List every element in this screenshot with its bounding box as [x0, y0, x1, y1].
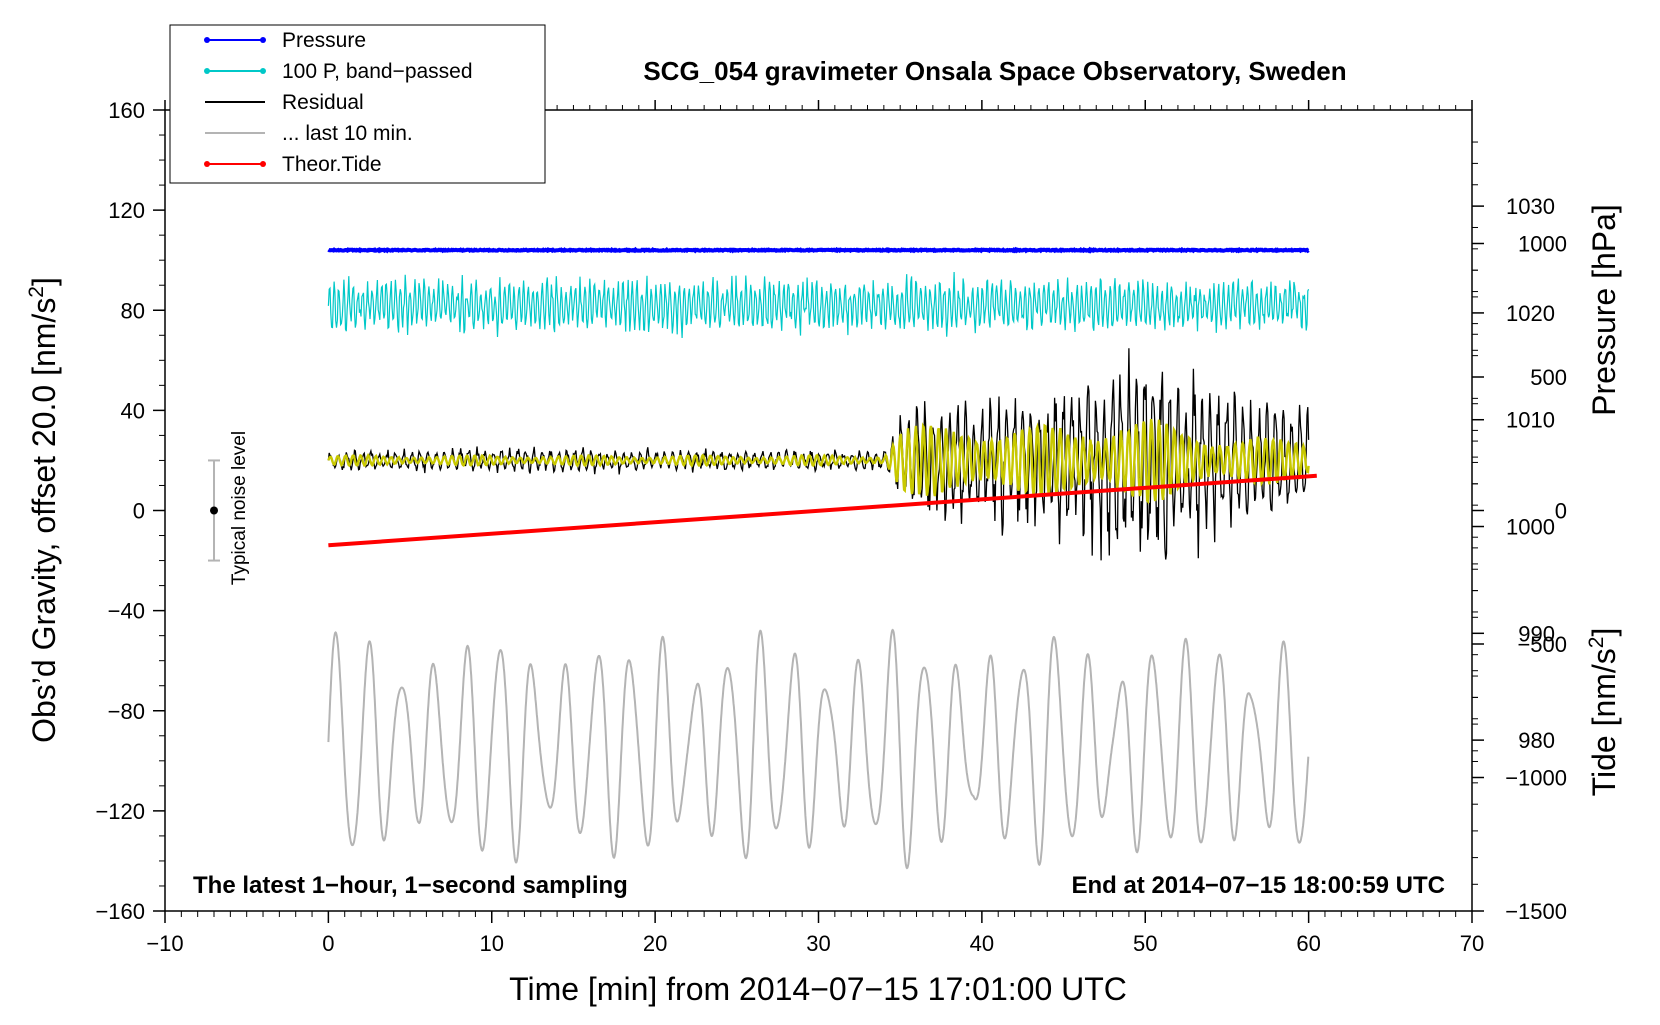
noise-bar [208, 459, 221, 562]
x-tick-label: 30 [806, 931, 830, 956]
axes-layer: −10 0 10 20 30 40 50 60 70−160−120−80−4004080120… [95, 98, 1567, 956]
series-last-10-min [327, 628, 1310, 870]
tide-tick-label: 0 [1555, 499, 1567, 524]
chart-title: SCG_054 gravimeter Onsala Space Observat… [643, 56, 1346, 86]
tide-tick-label: 1000 [1518, 232, 1567, 257]
y-tick-label: 40 [121, 398, 145, 423]
pressure-tick-label: 980 [1518, 728, 1555, 753]
y-tick-label: 120 [108, 198, 145, 223]
legend-marker [260, 68, 266, 74]
pressure-tick-label: 1010 [1506, 408, 1555, 433]
y-axis-title-tide-sup: 2 [1585, 637, 1608, 649]
pressure-tick-label: 1000 [1506, 515, 1555, 540]
series-pressure-bandpassed [327, 271, 1310, 339]
noise-bar-label: Typical noise level [229, 431, 250, 585]
tide-tick-label: −1500 [1505, 899, 1567, 924]
x-tick-label: 40 [970, 931, 994, 956]
series-pressure [327, 246, 1310, 254]
legend-label: Pressure [282, 29, 366, 52]
legend-marker [204, 37, 210, 43]
tide-tick-label: 500 [1530, 365, 1567, 390]
y-axis-title-left: Obs’d Gravity, offset 20.0 [nm/s2] [25, 277, 62, 743]
y-tick-label: 160 [108, 98, 145, 123]
legend-label: 100 P, band−passed [282, 60, 473, 83]
pressure-tick-label: 1030 [1506, 194, 1555, 219]
legend-label: Residual [282, 91, 364, 114]
tide-tick-label: −500 [1517, 632, 1567, 657]
series-layer [327, 246, 1317, 870]
annotation-left: The latest 1−hour, 1−second sampling [193, 872, 628, 899]
y-tick-label: 0 [133, 499, 145, 524]
x-tick-label: −10 [146, 931, 183, 956]
series-theoretical-tide [328, 473, 1317, 548]
legend-label: Theor.Tide [282, 153, 382, 176]
y-axis-title-left-sup: 2 [25, 286, 48, 298]
y-axis-title-tide-main: Tide [nm/s [1586, 648, 1622, 796]
x-tick-label: 60 [1296, 931, 1320, 956]
y-tick-label: −120 [95, 799, 145, 824]
series-residual-smoothed [327, 418, 1310, 505]
x-tick-label: 20 [643, 931, 667, 956]
legend-box [169, 24, 546, 184]
legend-marker [260, 37, 266, 43]
y-axis-title-tide-close: ] [1586, 628, 1622, 637]
noise-bar-center [210, 506, 219, 515]
legend: Pressure 100 P, band−passed Residual ... la… [169, 24, 546, 184]
y-axis-title-pressure: Pressure [hPa] [1586, 204, 1622, 416]
x-tick-label: 70 [1460, 931, 1484, 956]
y-tick-label: −40 [108, 599, 145, 624]
y-tick-label: −80 [108, 699, 145, 724]
pressure-tick-label: 1020 [1506, 301, 1555, 326]
y-axis-title-tide: Tide [nm/s2] [1585, 628, 1622, 797]
tide-tick-label: −1000 [1505, 766, 1567, 791]
x-tick-label: 10 [480, 931, 504, 956]
legend-label: ... last 10 min. [282, 122, 413, 145]
x-tick-label: 50 [1133, 931, 1157, 956]
x-axis-title: Time [min] from 2014−07−15 17:01:00 UTC [509, 971, 1127, 1007]
y-tick-label: 80 [121, 298, 145, 323]
legend-marker [260, 161, 266, 167]
legend-marker [204, 68, 210, 74]
pressure-tick-label: 990 [1518, 621, 1555, 646]
y-axis-title-left-close: ] [26, 277, 62, 286]
x-tick-label: 0 [322, 931, 334, 956]
annotation-right: End at 2014−07−15 18:00:59 UTC [1071, 872, 1445, 899]
legend-marker [204, 161, 210, 167]
y-tick-label: −160 [95, 899, 145, 924]
y-axis-title-left-main: Obs’d Gravity, offset 20.0 [nm/s [26, 298, 62, 743]
